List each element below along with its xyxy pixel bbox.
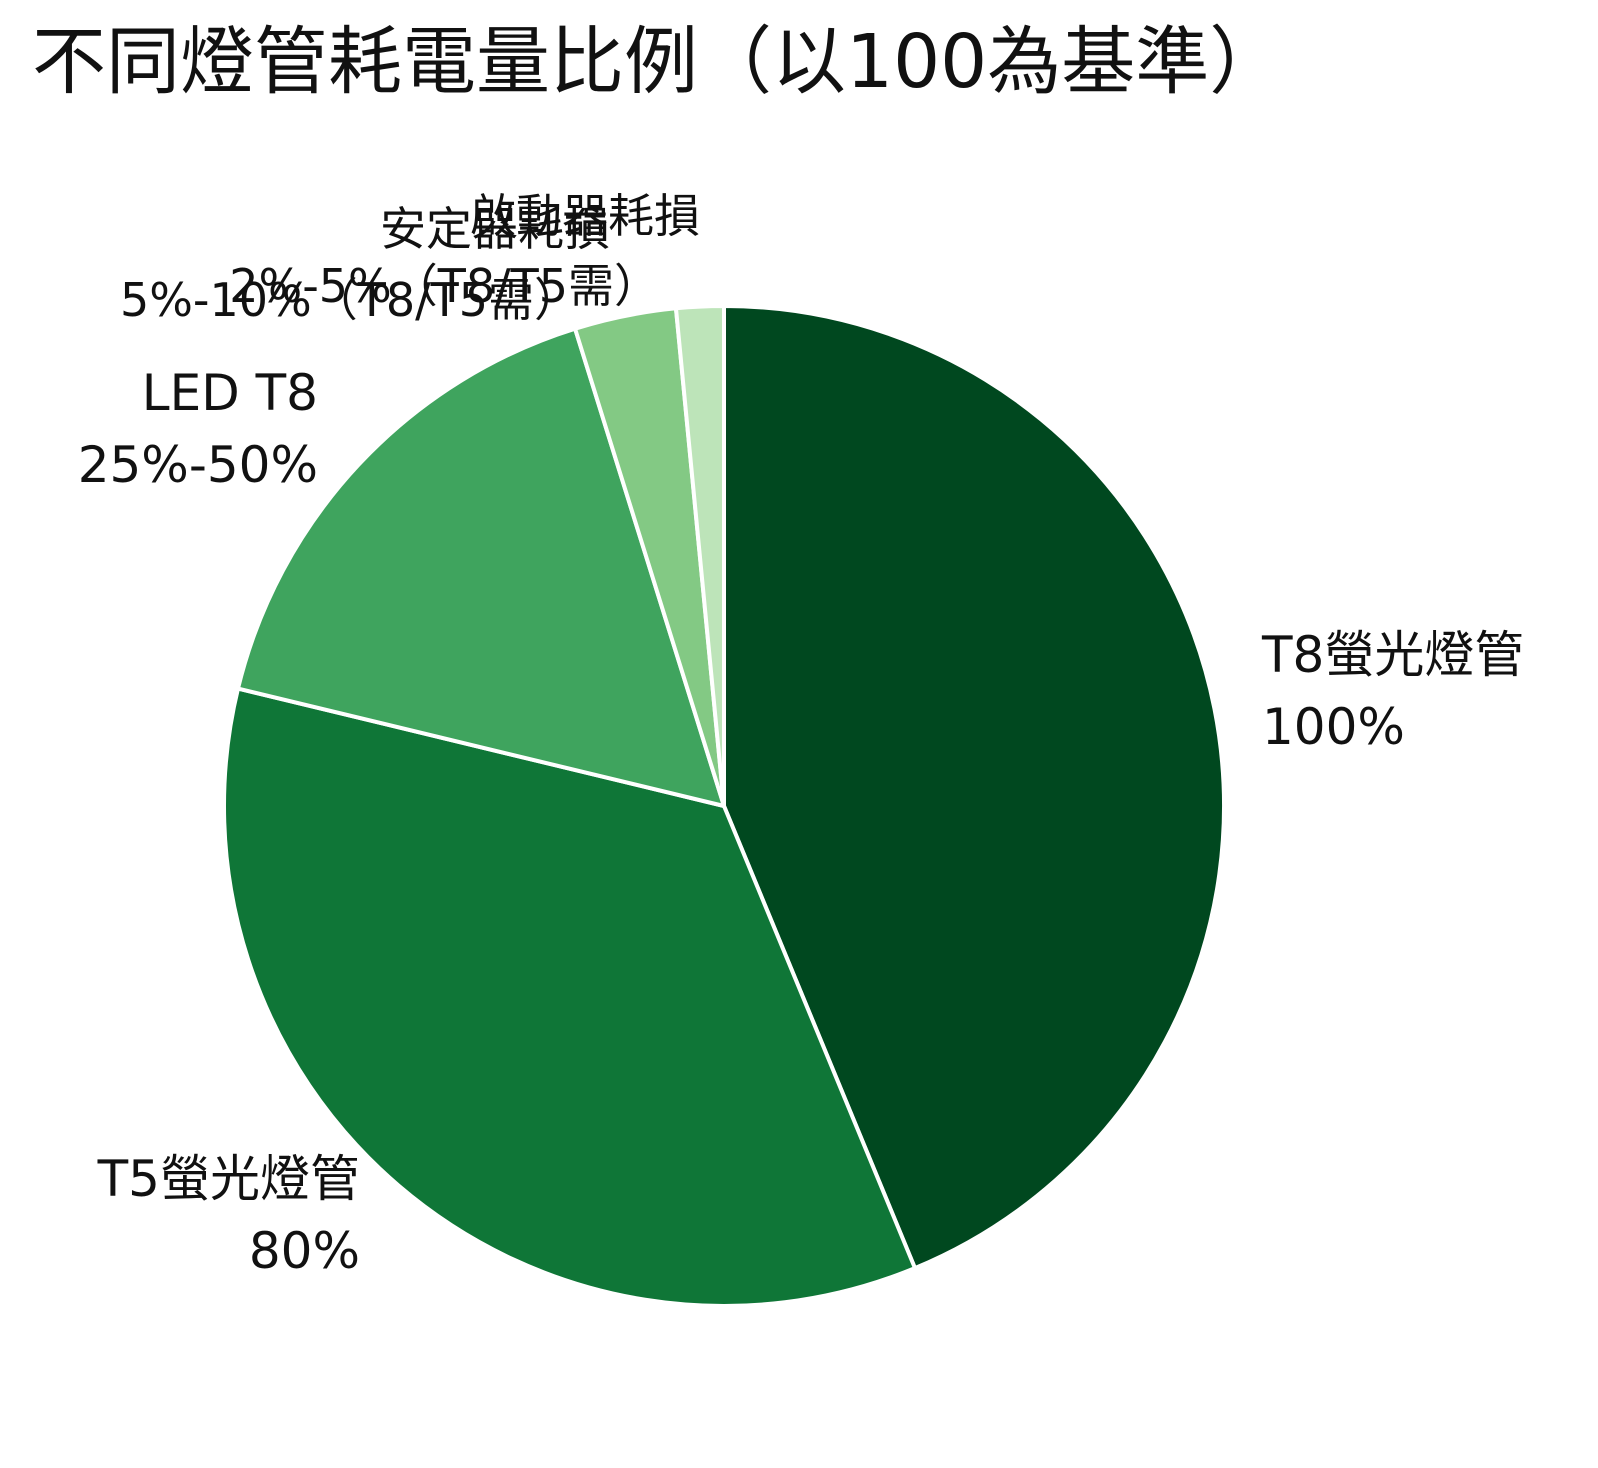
chart-title: 不同燈管耗電量比例（以100為基準） — [32, 19, 1284, 105]
slice-label-t8: T8螢光燈管 — [1261, 626, 1524, 684]
slice-value-t5: 80% — [249, 1222, 360, 1280]
pie-slice-1 — [222, 686, 917, 1308]
pie-slices — [222, 304, 1226, 1308]
slice-label-starter: 啟動器耗損 — [470, 189, 700, 243]
pie-slice-2 — [235, 326, 726, 808]
pie-slice-0 — [722, 304, 1226, 1271]
slice-value-starter: 2%-5%（T8/T5需） — [229, 259, 660, 313]
slice-label-led: LED T8 — [142, 364, 318, 422]
slice-label-t5: T5螢光燈管 — [97, 1150, 360, 1208]
slice-label-ballast: 安定器耗損 — [380, 202, 610, 256]
slice-value-ballast: 5%-10%（T8/T5需） — [120, 273, 580, 327]
slice-value-led: 25%-50% — [78, 436, 318, 494]
slice-value-t8: 100% — [1262, 698, 1405, 756]
pie-slice-4 — [673, 304, 726, 808]
